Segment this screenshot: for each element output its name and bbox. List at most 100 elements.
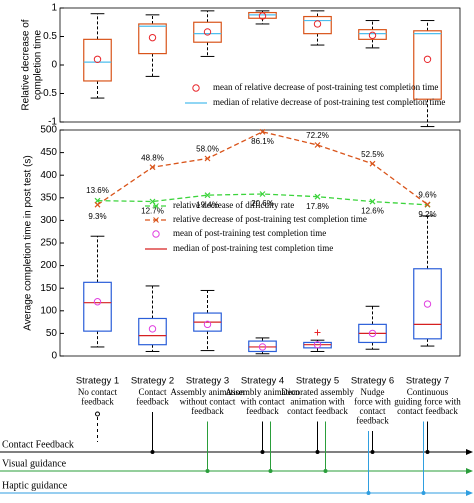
strategy-desc: without contact bbox=[180, 397, 236, 407]
strategy-name: Strategy 1 bbox=[76, 376, 119, 387]
connector-dot bbox=[268, 469, 273, 473]
strategy-desc: force with bbox=[354, 397, 391, 407]
y-tick-label: 100 bbox=[40, 305, 57, 316]
y-tick-label: -0.5 bbox=[40, 88, 58, 99]
mean bbox=[203, 320, 212, 329]
box bbox=[413, 30, 442, 100]
connector-dot bbox=[150, 450, 155, 454]
value-label: 86.1% bbox=[251, 137, 274, 146]
strategy-desc: feedback bbox=[81, 397, 114, 407]
series-marker bbox=[369, 160, 376, 167]
strategy-desc: contact feedback bbox=[397, 406, 458, 416]
mean bbox=[313, 341, 322, 349]
mean bbox=[93, 298, 102, 306]
series-marker bbox=[149, 198, 156, 205]
strategy-desc: Nudge bbox=[361, 387, 385, 397]
row-arrow bbox=[466, 490, 473, 496]
value-label: 13.6% bbox=[86, 186, 109, 195]
legend-mean-swatch bbox=[192, 84, 200, 92]
y-tick-label: 400 bbox=[40, 170, 57, 181]
series-marker bbox=[204, 192, 211, 199]
strategy-desc: Decorated assembly bbox=[281, 387, 354, 397]
series-marker bbox=[314, 142, 321, 148]
y-axis-label: Relative decrease of bbox=[21, 19, 32, 110]
value-label: 9.6% bbox=[418, 191, 436, 200]
strategy-desc: contact feedback bbox=[287, 406, 348, 416]
strategy-desc: Contact bbox=[139, 387, 167, 397]
value-label: 12.7% bbox=[141, 207, 164, 216]
series-marker bbox=[314, 193, 321, 200]
box bbox=[248, 340, 277, 353]
strategy-name: Strategy 5 bbox=[296, 376, 339, 387]
legend-marker bbox=[153, 203, 159, 209]
series-marker bbox=[204, 155, 211, 162]
legend-label: median of post-training test completion … bbox=[173, 243, 333, 253]
box bbox=[193, 21, 222, 43]
mean bbox=[203, 28, 212, 36]
connector-dot bbox=[260, 450, 265, 454]
y-axis-label: Average completion time in post test (s) bbox=[23, 155, 34, 330]
value-label: 52.5% bbox=[361, 150, 384, 159]
y-tick-label: 200 bbox=[40, 260, 57, 271]
row-label: Visual guidance bbox=[2, 458, 67, 469]
strategy-desc: Assembly animation bbox=[225, 387, 300, 397]
strategy-name: Strategy 2 bbox=[131, 376, 174, 387]
strategy-desc: feedback bbox=[191, 406, 224, 416]
series-marker bbox=[424, 201, 431, 208]
legend-label: relative decrease of difficulty rate bbox=[173, 200, 294, 210]
y-tick-label: 450 bbox=[40, 147, 57, 158]
strategy-name: Strategy 4 bbox=[241, 376, 284, 387]
series-marker bbox=[259, 128, 266, 135]
value-label: 58.0% bbox=[196, 145, 219, 154]
legend-marker bbox=[153, 217, 159, 223]
series-marker bbox=[259, 191, 266, 197]
box bbox=[358, 29, 387, 40]
mean bbox=[423, 55, 432, 63]
connector-dot bbox=[205, 469, 210, 473]
mean bbox=[93, 55, 102, 63]
mean bbox=[258, 12, 267, 20]
value-label: 20.6% bbox=[251, 199, 274, 208]
series-marker bbox=[149, 164, 156, 171]
y-tick-label: 350 bbox=[40, 192, 57, 203]
mean bbox=[368, 329, 377, 338]
mean bbox=[148, 33, 157, 42]
y-axis-label: completion time bbox=[33, 30, 44, 100]
strategy-desc: feedback bbox=[246, 406, 279, 416]
y-tick-label: 150 bbox=[40, 283, 57, 294]
value-label: 72.2% bbox=[306, 131, 329, 140]
box bbox=[83, 38, 112, 82]
row-arrow bbox=[466, 468, 473, 474]
strategy-desc: contact bbox=[360, 406, 386, 416]
strategy-desc: No contact bbox=[78, 387, 118, 397]
y-tick-label: 300 bbox=[40, 215, 57, 226]
mean bbox=[368, 31, 377, 40]
strategy-desc: Assembly animation bbox=[170, 387, 245, 397]
y-tick-label: 0.5 bbox=[43, 31, 57, 42]
legend-label: mean of post-training test completion ti… bbox=[173, 228, 326, 238]
y-tick-label: 1 bbox=[51, 3, 57, 14]
connector-dot bbox=[315, 450, 320, 454]
box bbox=[413, 268, 442, 340]
strategy-desc: animation with bbox=[290, 397, 345, 407]
y-tick-label: 500 bbox=[40, 125, 57, 136]
y-tick-label: -1 bbox=[48, 117, 57, 128]
series-marker bbox=[94, 201, 101, 208]
value-label: 12.6% bbox=[361, 207, 384, 216]
strategy-name: Strategy 6 bbox=[351, 376, 394, 387]
strategy-desc: feedback bbox=[136, 397, 169, 407]
row-arrow bbox=[466, 449, 473, 455]
connector-dot bbox=[366, 491, 371, 495]
legend-label: mean of relative decrease of post-traini… bbox=[213, 82, 438, 92]
value-label: 9.3% bbox=[88, 212, 106, 221]
connector-dot bbox=[421, 491, 426, 495]
strategy-desc: guiding force with bbox=[394, 397, 461, 407]
box bbox=[83, 281, 112, 332]
row-label: Haptic guidance bbox=[2, 480, 68, 491]
strategy-desc: with contact bbox=[240, 397, 285, 407]
box bbox=[138, 23, 167, 55]
connector-dot bbox=[425, 450, 430, 454]
y-tick-label: 0 bbox=[51, 60, 57, 71]
legend-label: relative decrease of post-training test … bbox=[173, 214, 367, 224]
